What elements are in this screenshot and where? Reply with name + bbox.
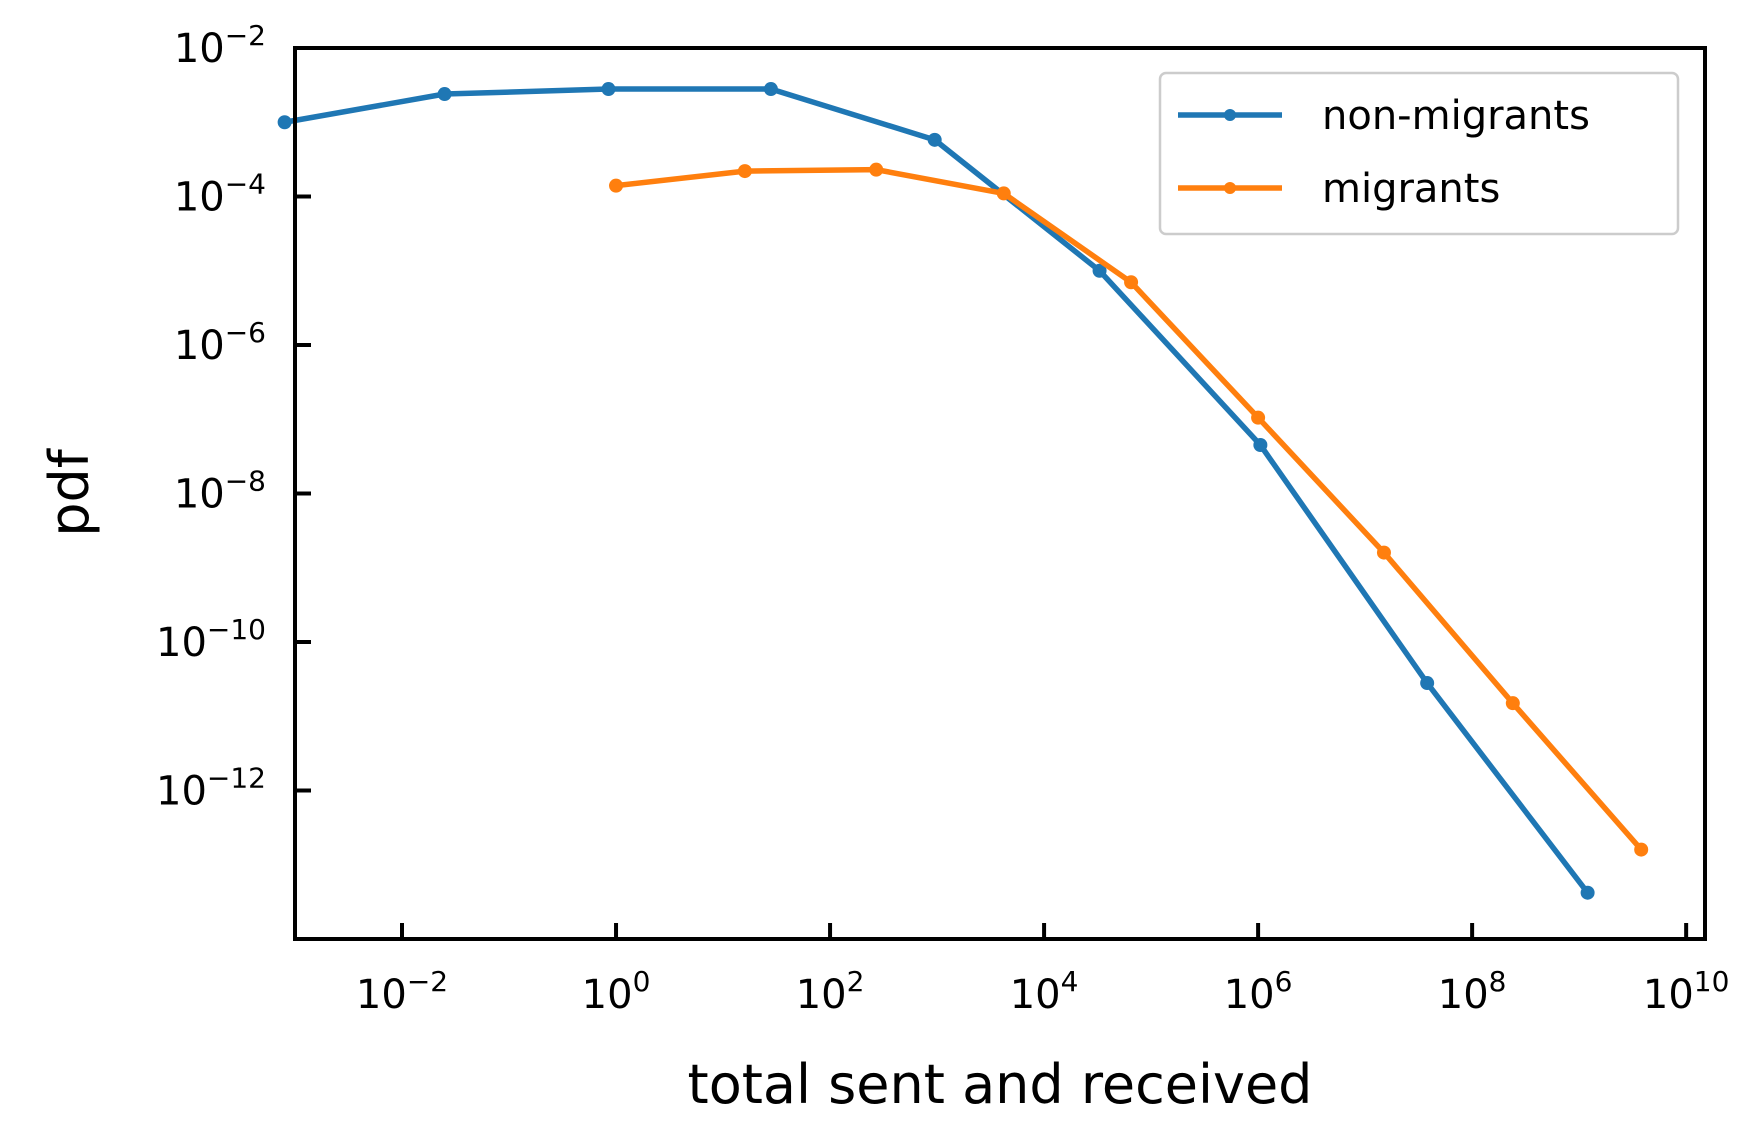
legend: non-migrants migrants bbox=[1158, 71, 1680, 236]
data-point-non-migrants bbox=[1092, 263, 1107, 278]
x-tick-label-10e1: 100 bbox=[582, 965, 651, 1018]
x-axis-title: total sent and received bbox=[688, 1053, 1313, 1116]
x-tick-label-10e10000000000: 1010 bbox=[1643, 965, 1730, 1018]
series-non-migrants bbox=[277, 82, 1595, 900]
data-point-migrants bbox=[1124, 275, 1139, 290]
series-migrants bbox=[609, 162, 1649, 857]
y-tick-label-10e1e-10: 10−10 bbox=[156, 613, 266, 666]
legend-label-migrants: migrants bbox=[1322, 166, 1500, 212]
y-axis-title: pdf bbox=[38, 447, 101, 537]
x-tick-label-10e100: 102 bbox=[796, 965, 865, 1018]
data-point-migrants bbox=[737, 164, 752, 179]
data-point-migrants bbox=[996, 186, 1011, 201]
x-tick-label-10e0-01: 10−2 bbox=[356, 965, 448, 1018]
legend-frame bbox=[1158, 71, 1680, 236]
x-axis-ticks: 10−2 100 102 104 106 108 1010 bbox=[356, 923, 1730, 1018]
x-tick-label-10e1000000: 106 bbox=[1224, 965, 1293, 1018]
y-tick-label-10e0-000001: 10−6 bbox=[174, 316, 266, 369]
plot-series bbox=[277, 82, 1649, 900]
data-point-migrants bbox=[609, 178, 624, 193]
y-tick-label-10e0-0001: 10−4 bbox=[174, 168, 266, 221]
plot-frame bbox=[293, 46, 1707, 941]
x-tick-label-10e10000: 104 bbox=[1010, 965, 1079, 1018]
data-point-non-migrants bbox=[437, 87, 452, 102]
data-point-non-migrants bbox=[1253, 437, 1268, 452]
series-line-migrants bbox=[615, 166, 1644, 852]
data-point-non-migrants bbox=[763, 82, 778, 97]
legend-entry-migrants: migrants bbox=[1178, 166, 1500, 212]
data-point-migrants bbox=[1505, 696, 1520, 711]
y-tick-label-10e1e-12: 10−12 bbox=[156, 762, 266, 815]
y-axis-ticks: 10−2 10−4 10−6 10−8 10−10 10−12 bbox=[156, 19, 311, 815]
legend-marker-non-migrants bbox=[1224, 109, 1236, 121]
data-point-non-migrants bbox=[927, 132, 942, 147]
data-point-migrants bbox=[1634, 842, 1649, 857]
y-tick-label-10e0-01: 10−2 bbox=[174, 19, 266, 72]
data-point-migrants bbox=[1251, 410, 1266, 425]
x-tick-label-10e100000000: 108 bbox=[1438, 965, 1507, 1018]
legend-marker-migrants bbox=[1224, 182, 1236, 194]
data-point-non-migrants bbox=[1580, 885, 1595, 900]
data-point-migrants bbox=[869, 162, 884, 177]
legend-entry-non-migrants: non-migrants bbox=[1178, 93, 1590, 139]
data-point-non-migrants bbox=[277, 115, 292, 130]
data-point-non-migrants bbox=[1420, 676, 1435, 691]
data-point-migrants bbox=[1376, 545, 1391, 560]
legend-label-non-migrants: non-migrants bbox=[1322, 93, 1590, 139]
data-point-non-migrants bbox=[601, 82, 616, 97]
y-tick-label-10e1e-8: 10−8 bbox=[174, 465, 266, 518]
